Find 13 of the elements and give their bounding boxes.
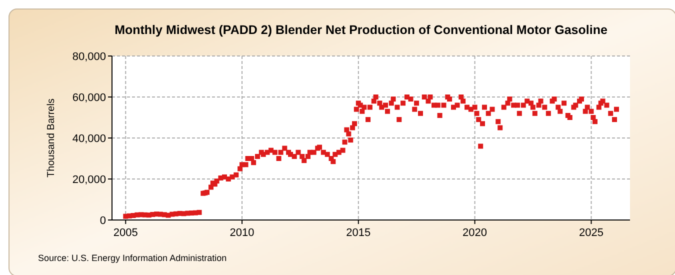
source-note: Source: U.S. Energy Information Administration [38, 253, 227, 263]
y-tick-label: 60,000 [72, 92, 106, 104]
x-tick-label: 2025 [579, 227, 604, 239]
x-tick-label: 2010 [230, 227, 254, 239]
y-tick-label: 20,000 [72, 174, 106, 186]
x-tick-label: 2020 [462, 227, 488, 239]
chart-title: Monthly Midwest (PADD 2) Blender Net Production of Conventional Motor Gasoline [114, 23, 608, 37]
x-tick-label: 2015 [346, 227, 371, 239]
y-tick-label: 80,000 [72, 51, 106, 63]
x-tick-label: 2005 [113, 227, 138, 239]
y-tick-label: 0 [100, 215, 106, 227]
y-tick-label: 40,000 [72, 133, 106, 145]
y-axis-title: Thousand Barrels [46, 98, 57, 178]
